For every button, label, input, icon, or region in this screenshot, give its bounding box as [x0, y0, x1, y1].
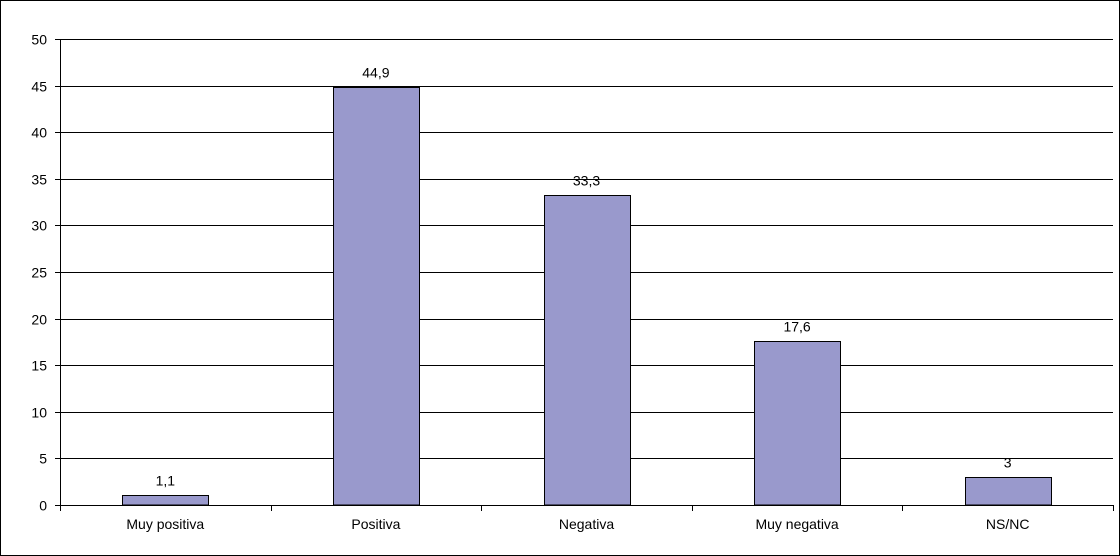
bar-ns-nc [965, 477, 1052, 506]
bars [122, 87, 1052, 506]
data-labels: 1,1 44,9 33,3 17,6 3 [156, 65, 1012, 489]
y-tick-label: 50 [31, 32, 47, 48]
x-axis-ticks: Muy positiva Positiva Negativa Muy negativa… [60, 505, 1114, 532]
bar-muy-positiva [122, 495, 209, 506]
bar-positiva [333, 87, 420, 506]
y-tick-label: 30 [31, 218, 47, 234]
x-tick-label: Muy negativa [755, 516, 838, 532]
data-label: 33,3 [573, 173, 600, 189]
y-tick-label: 40 [31, 125, 47, 141]
x-tick-label: Muy positiva [126, 516, 204, 532]
y-tick-label: 0 [39, 498, 47, 514]
y-tick-label: 35 [31, 172, 47, 188]
data-label: 17,6 [783, 319, 810, 335]
x-tick-label: NS/NC [986, 516, 1030, 532]
y-tick-label: 20 [31, 312, 47, 328]
x-tick-label: Positiva [351, 516, 400, 532]
x-tick-label: Negativa [559, 516, 614, 532]
data-label: 3 [1004, 455, 1012, 471]
y-tick-label: 15 [31, 358, 47, 374]
bar-negativa [544, 195, 631, 506]
y-tick-label: 25 [31, 265, 47, 281]
bar-muy-negativa [754, 341, 841, 506]
y-tick-label: 5 [39, 451, 47, 467]
axes [60, 39, 1113, 510]
y-axis-ticks: 0 5 10 15 20 25 30 35 40 45 50 [31, 32, 60, 514]
data-label: 44,9 [362, 65, 389, 81]
y-tick-label: 10 [31, 405, 47, 421]
y-tick-label: 45 [31, 79, 47, 95]
data-label: 1,1 [156, 473, 176, 489]
